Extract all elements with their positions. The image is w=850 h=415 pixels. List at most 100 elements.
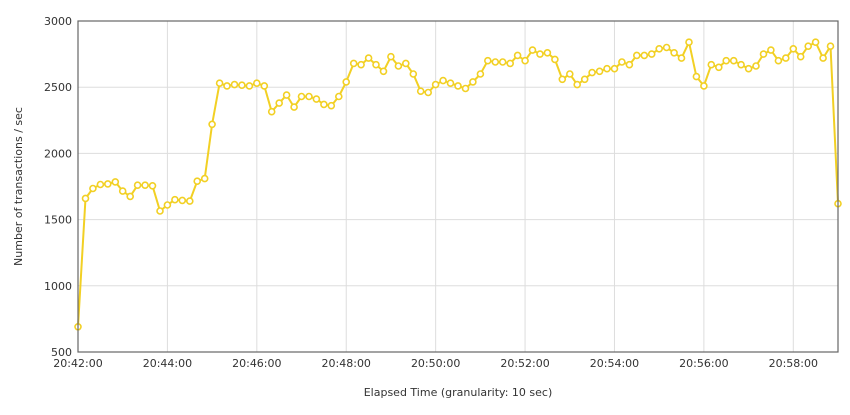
data-point [424,88,433,97]
x-tick-label: 20:52:00 [500,357,549,370]
x-tick-label: 20:58:00 [769,357,818,370]
data-point [632,51,641,60]
grid [78,21,838,352]
data-point [707,60,716,69]
data-point [260,82,269,90]
x-axis-label: Elapsed Time (granularity: 10 sec) [364,386,553,399]
data-point [461,84,470,93]
data-point [700,82,708,90]
y-tick-label: 2000 [44,147,72,160]
data-point [245,82,254,90]
data-point [431,80,440,89]
data-point [357,60,365,69]
data-point [148,182,157,190]
data-point [171,195,179,204]
data-point [282,91,291,99]
data-point [394,62,403,70]
data-point [238,81,246,89]
data-point [662,43,671,52]
data-point [469,78,477,86]
x-tick-label: 20:46:00 [232,357,281,370]
x-tick-label: 20:42:00 [53,357,102,370]
data-point [819,54,827,62]
data-point [439,76,447,85]
data-point [655,44,664,53]
data-point [781,54,790,62]
data-point [551,55,559,64]
data-point [625,60,634,69]
data-point [111,178,120,186]
data-point [163,201,172,209]
data-point [104,180,112,188]
y-tick-label: 2500 [44,81,72,94]
data-point [603,64,611,73]
data-point [334,92,343,101]
data-point [89,184,97,193]
data-point [476,70,485,78]
data-point [267,107,276,116]
data-point [275,99,284,107]
y-tick-label: 3000 [44,15,72,28]
data-point [342,78,351,86]
data-point [364,54,373,62]
data-point [685,38,693,47]
data-point [141,181,149,189]
data-point [483,56,492,65]
data-point [126,192,134,201]
y-tick-label: 1500 [44,214,72,227]
data-point [536,50,544,58]
data-point [573,80,582,89]
data-point [156,207,164,215]
data-point [580,75,589,84]
data-points [74,38,842,331]
data-point [446,79,455,87]
data-point [744,64,753,73]
data-point [305,92,313,101]
data-point [379,67,388,76]
data-point [670,48,678,57]
data-point [521,56,529,65]
data-point [297,92,306,101]
y-tick-label: 1000 [44,280,72,293]
plot-frame [77,20,839,353]
data-point [498,58,507,66]
data-point [81,194,90,203]
data-point [804,42,813,51]
data-point [752,62,760,70]
data-point [416,87,425,95]
data-point [208,120,216,129]
y-tick-labels: 500 1000 1500 2000 2500 3000 [44,15,72,359]
data-point [737,60,745,69]
data-point [692,72,701,81]
data-point [230,80,239,89]
x-tick-labels: 20:42:00 20:44:00 20:46:00 20:48:00 20:50:00… [53,357,818,370]
x-tick-label: 20:56:00 [679,357,728,370]
y-axis-label: Number of transactions / sec [12,107,25,266]
data-point [193,177,201,185]
data-point [215,79,224,87]
data-point [543,48,552,57]
data-point [528,46,537,54]
x-tick-label: 20:44:00 [143,357,192,370]
data-point [714,63,723,72]
data-point [223,82,231,90]
data-point [454,82,462,90]
data-point [401,59,410,68]
x-tick-label: 20:50:00 [411,357,460,370]
data-point [558,75,567,84]
data-point [252,79,261,87]
data-point [506,59,515,68]
data-point [320,100,328,109]
data-point [327,101,336,110]
data-point [677,54,686,62]
data-point [96,180,105,189]
data-point [513,51,522,60]
data-point [349,59,358,68]
data-point [789,44,798,53]
x-tick-label: 20:48:00 [322,357,371,370]
data-point [826,42,835,51]
data-point [290,103,298,111]
data-point [588,68,596,77]
